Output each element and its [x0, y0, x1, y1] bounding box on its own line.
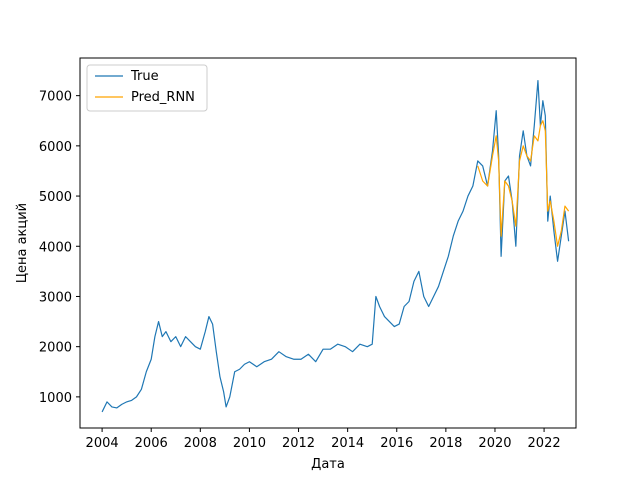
- y-tick-label: 2000: [39, 341, 72, 356]
- y-tick-label: 1000: [39, 391, 72, 406]
- y-tick-label: 4000: [39, 240, 72, 255]
- y-axis-title: Цена акций: [15, 203, 30, 283]
- x-tick-label: 2014: [331, 436, 364, 451]
- x-axis-ticks: 2004 2006 2008 2010 2012 2014 2016 2018 2020 2022: [86, 428, 561, 451]
- y-tick-label: 3000: [39, 290, 72, 305]
- y-axis-ticks: 1000 2000 3000 4000 5000 6000 7000: [39, 90, 80, 406]
- x-tick-label: 2020: [478, 436, 511, 451]
- series-layer: [101, 79, 570, 413]
- x-axis-title: Дата: [311, 457, 345, 472]
- y-tick-label: 6000: [39, 140, 72, 155]
- x-tick-label: 2010: [233, 436, 266, 451]
- x-tick-label: 2022: [528, 436, 561, 451]
- y-tick-label: 5000: [39, 190, 72, 205]
- x-tick-label: 2008: [184, 436, 217, 451]
- y-tick-label: 7000: [39, 90, 72, 105]
- x-tick-label: 2016: [380, 436, 413, 451]
- x-tick-label: 2018: [429, 436, 462, 451]
- x-tick-label: 2004: [86, 436, 119, 451]
- x-tick-label: 2012: [282, 436, 315, 451]
- legend-pred-label: Pred_RNN: [131, 90, 195, 105]
- x-tick-label: 2006: [135, 436, 168, 451]
- series-line-pred-rnn: [477, 120, 570, 247]
- legend: True Pred_RNN: [86, 64, 208, 112]
- plot-frame: [79, 57, 577, 429]
- legend-true-label: True: [130, 69, 159, 84]
- series-line-true: [101, 79, 570, 413]
